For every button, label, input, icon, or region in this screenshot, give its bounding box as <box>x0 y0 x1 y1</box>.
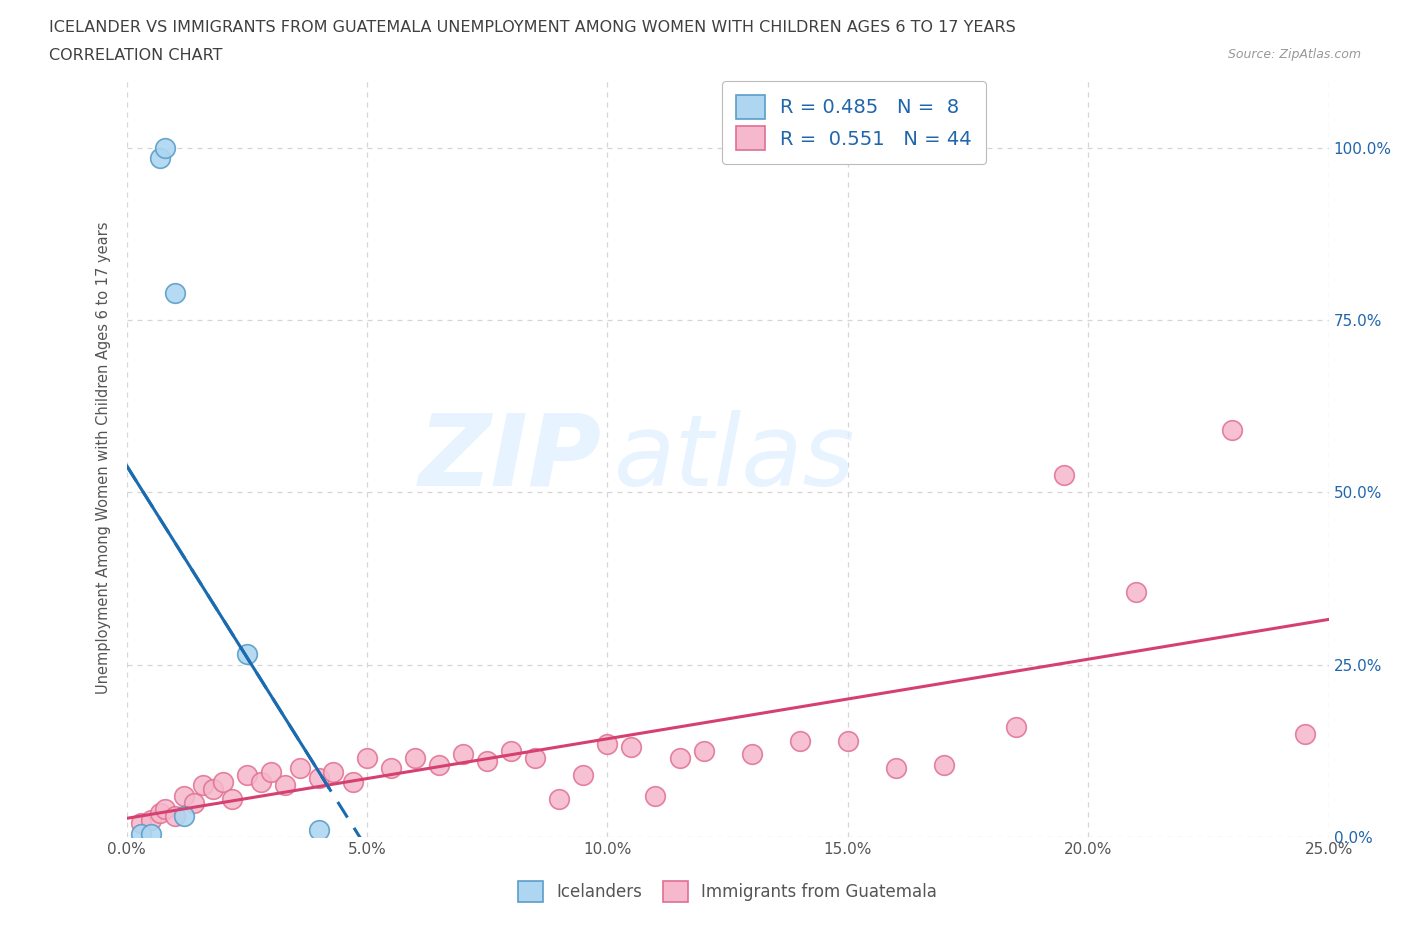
Point <box>548 791 571 806</box>
Point <box>129 826 152 841</box>
Point <box>235 767 259 782</box>
Point <box>173 809 195 824</box>
Point <box>221 791 243 806</box>
Point <box>235 647 259 662</box>
Point <box>139 812 162 827</box>
Point <box>789 733 811 748</box>
Point <box>1005 719 1028 734</box>
Point <box>932 757 955 772</box>
Point <box>149 805 172 820</box>
Point <box>1053 468 1076 483</box>
Point <box>163 286 186 300</box>
Point <box>475 753 498 768</box>
Point <box>572 767 595 782</box>
Point <box>322 764 344 779</box>
Point <box>163 809 186 824</box>
Point <box>183 795 205 810</box>
Point <box>596 737 619 751</box>
Point <box>380 761 402 776</box>
Point <box>884 761 907 776</box>
Point <box>193 777 215 792</box>
Point <box>139 826 162 841</box>
Point <box>741 747 763 762</box>
Point <box>1125 585 1147 600</box>
Point <box>274 777 297 792</box>
Point <box>620 740 643 755</box>
Point <box>837 733 859 748</box>
Point <box>129 816 152 830</box>
Legend: Icelanders, Immigrants from Guatemala: Icelanders, Immigrants from Guatemala <box>512 874 943 909</box>
Point <box>404 751 426 765</box>
Point <box>260 764 283 779</box>
Point <box>153 802 176 817</box>
Point <box>524 751 547 765</box>
Point <box>288 761 311 776</box>
Point <box>308 771 330 786</box>
Text: ZIP: ZIP <box>419 409 602 507</box>
Point <box>250 775 273 790</box>
Text: atlas: atlas <box>613 409 855 507</box>
Point <box>308 823 330 838</box>
Text: ICELANDER VS IMMIGRANTS FROM GUATEMALA UNEMPLOYMENT AMONG WOMEN WITH CHILDREN AG: ICELANDER VS IMMIGRANTS FROM GUATEMALA U… <box>49 20 1017 35</box>
Point <box>356 751 378 765</box>
Point <box>211 775 233 790</box>
Point <box>644 789 666 804</box>
Point <box>1294 726 1316 741</box>
Point <box>173 789 195 804</box>
Point <box>668 751 690 765</box>
Point <box>692 743 714 758</box>
Point <box>149 151 172 166</box>
Point <box>342 775 364 790</box>
Point <box>153 140 176 155</box>
Point <box>202 781 225 796</box>
Text: Source: ZipAtlas.com: Source: ZipAtlas.com <box>1227 48 1361 61</box>
Point <box>451 747 474 762</box>
Point <box>427 757 450 772</box>
Point <box>501 743 523 758</box>
Y-axis label: Unemployment Among Women with Children Ages 6 to 17 years: Unemployment Among Women with Children A… <box>96 221 111 695</box>
Text: CORRELATION CHART: CORRELATION CHART <box>49 48 222 63</box>
Point <box>1222 423 1244 438</box>
